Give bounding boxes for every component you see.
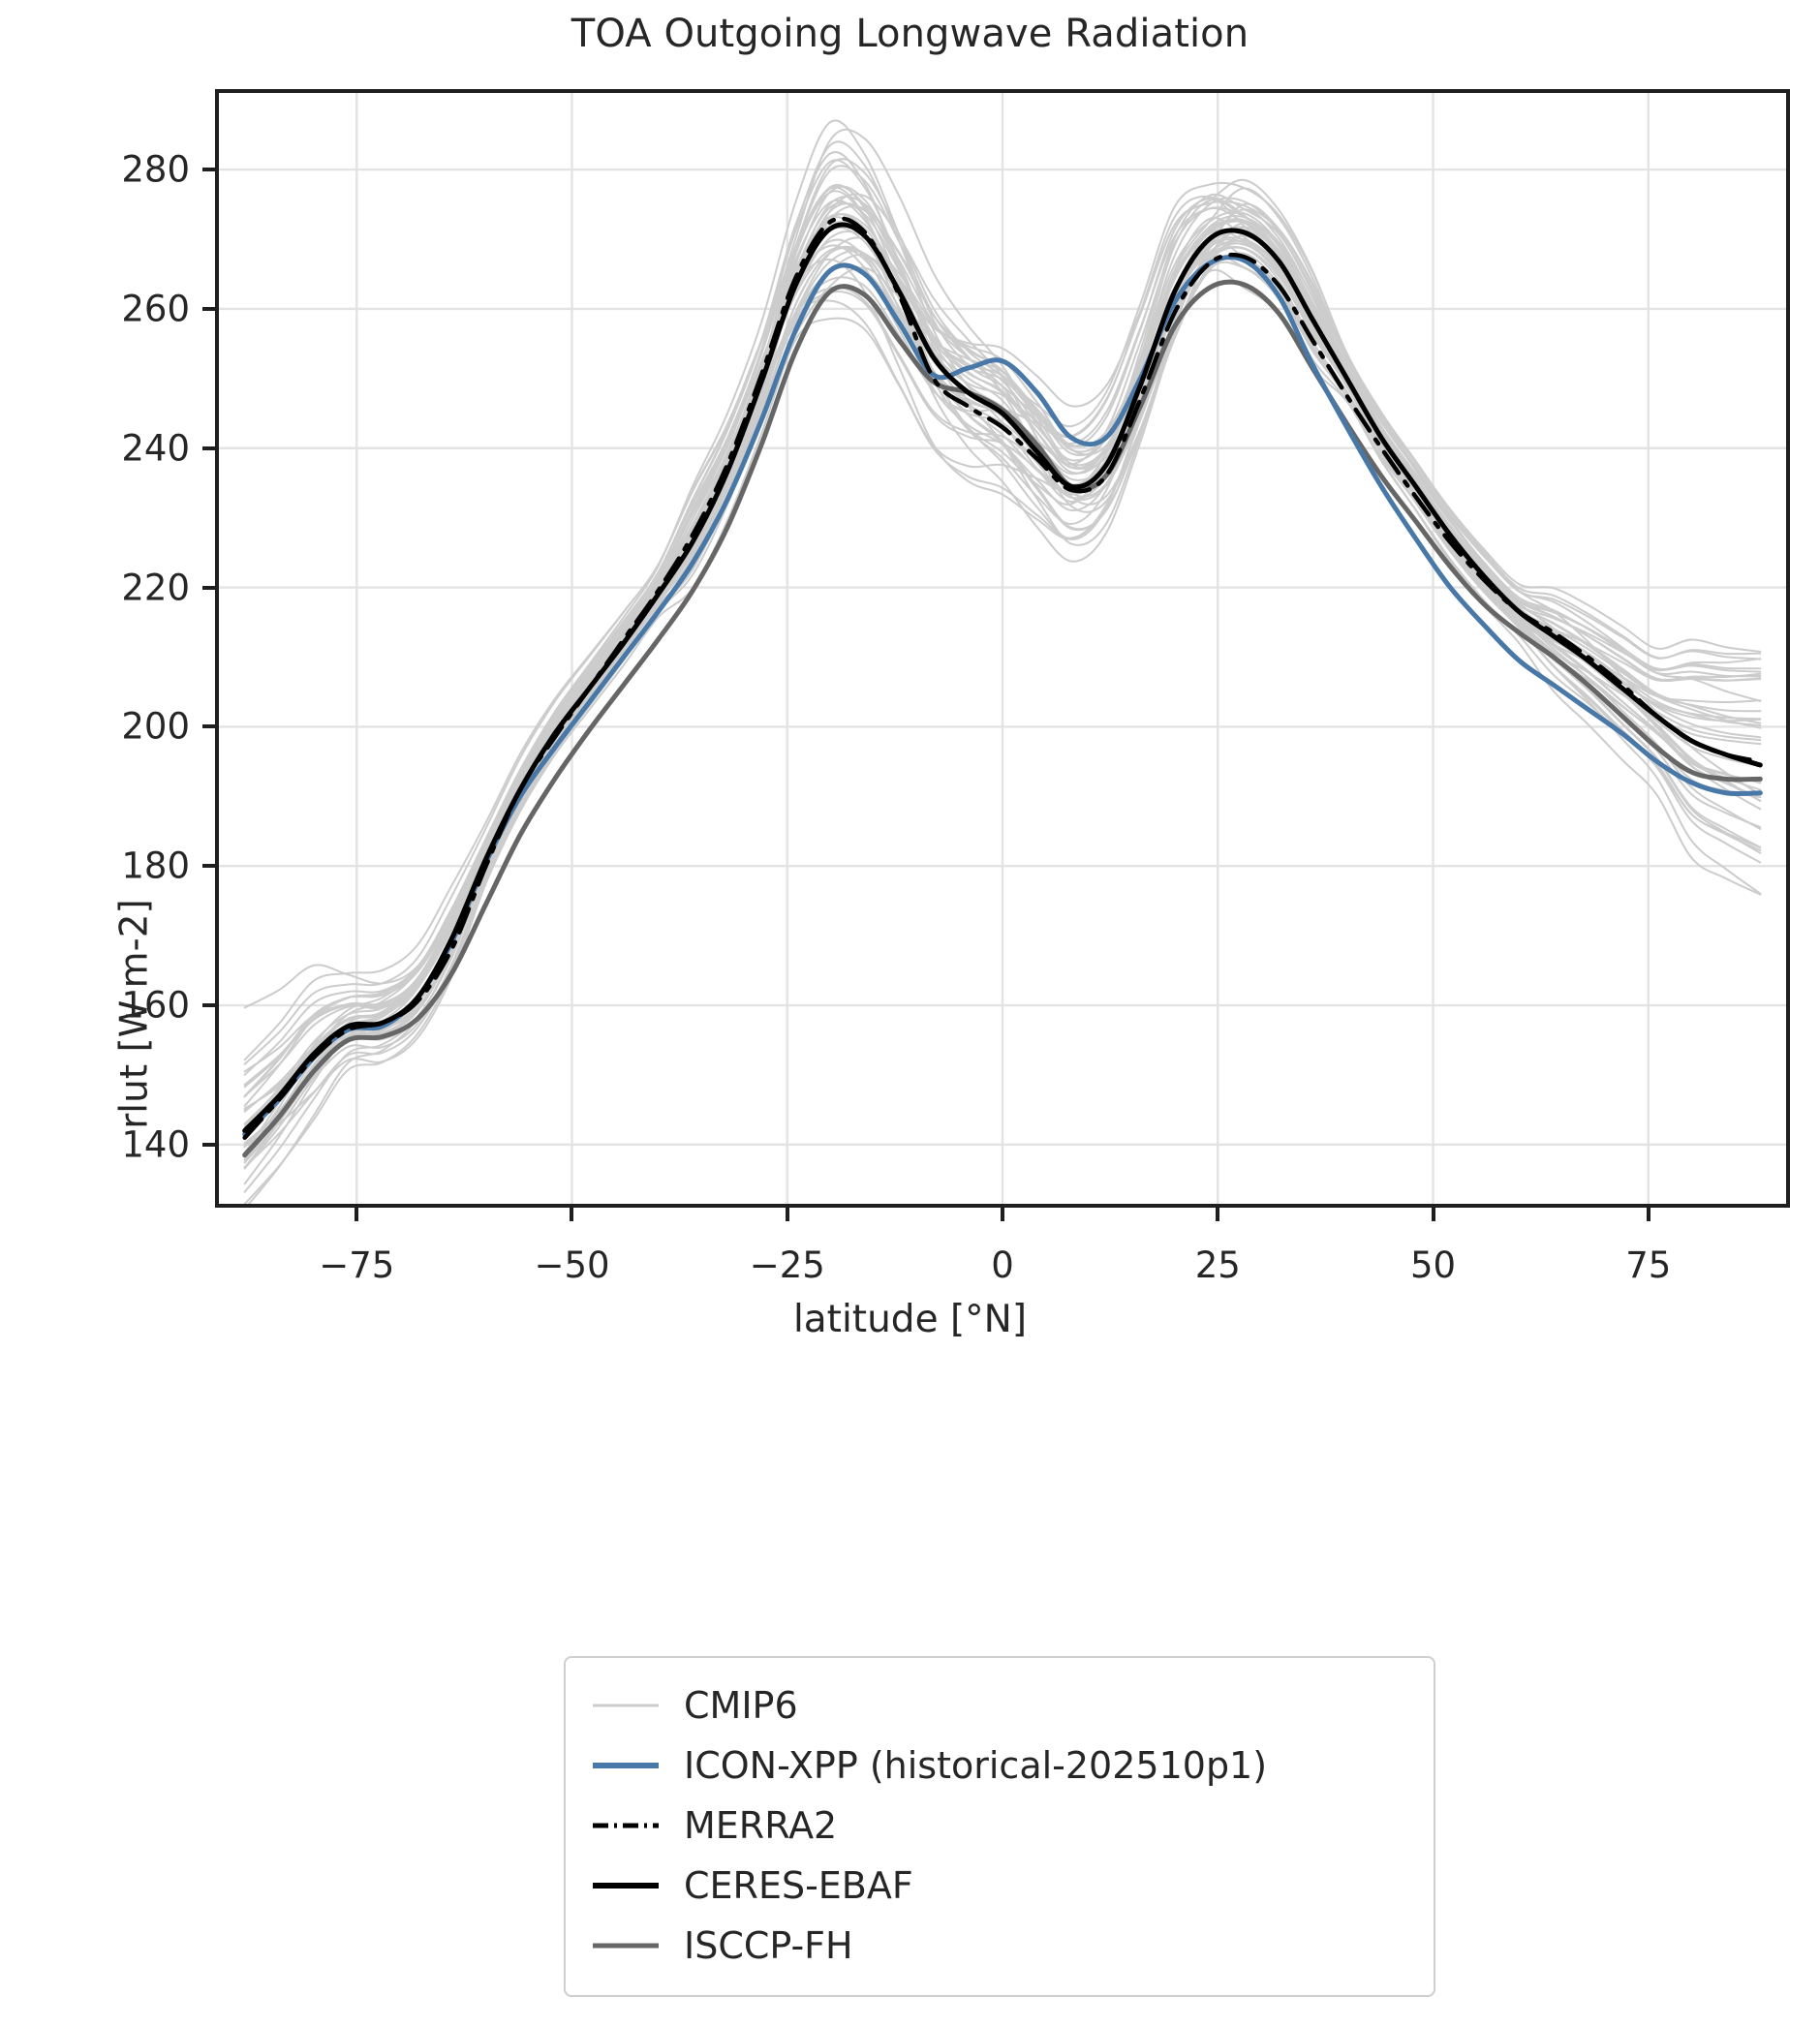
y-tick-label: 200 (121, 705, 190, 748)
y-tick-label: 160 (121, 984, 190, 1027)
page-title: TOA Outgoing Longwave Radiation (571, 12, 1249, 56)
x-tick-mark (785, 1208, 789, 1221)
cmip6-member-line (243, 222, 1762, 1159)
legend-item[interactable]: ICON-XPP (historical-202510p1) (591, 1735, 1408, 1796)
observation-series-lines (242, 216, 1763, 1158)
cmip6-member-line (243, 241, 1762, 1204)
legend-line-swatch (591, 1694, 661, 1717)
chart-legend: CMIP6 ICON-XPP (historical-202510p1) MERRA… (564, 1656, 1435, 1997)
legend-line-swatch (591, 1874, 661, 1897)
series-line-ceres-ebaf (242, 222, 1763, 1133)
legend-line-swatch (591, 1934, 661, 1957)
y-tick-mark (202, 1142, 215, 1147)
x-tick-mark (1431, 1208, 1435, 1221)
y-tick-label: 260 (121, 288, 190, 330)
legend-item[interactable]: CERES-EBAF (591, 1856, 1408, 1916)
x-tick-mark (1001, 1208, 1004, 1221)
x-tick-mark (1216, 1208, 1220, 1221)
y-tick-label: 280 (121, 148, 190, 191)
x-tick-mark (570, 1208, 574, 1221)
y-tick-mark (202, 585, 215, 590)
legend-item-label: CERES-EBAF (684, 1864, 913, 1907)
x-tick-label: −50 (534, 1244, 610, 1286)
x-tick-mark (1646, 1208, 1650, 1221)
x-axis-label: latitude [°N] (792, 1298, 1028, 1341)
x-tick-label: −25 (749, 1244, 825, 1286)
x-tick-label: 0 (991, 1244, 1014, 1286)
x-tick-label: −75 (319, 1244, 395, 1286)
x-tick-label: 25 (1194, 1244, 1241, 1286)
y-tick-label: 180 (121, 845, 190, 887)
y-tick-mark (202, 1003, 215, 1008)
y-tick-label: 220 (121, 567, 190, 609)
x-tick-mark (355, 1208, 359, 1221)
x-tick-label: 75 (1625, 1244, 1672, 1286)
y-tick-mark (202, 724, 215, 729)
plot-frame (215, 89, 1790, 1208)
y-tick-mark (202, 445, 215, 450)
legend-item-label: CMIP6 (684, 1684, 798, 1727)
cmip6-member-line (243, 228, 1762, 1087)
legend-item-label: ICON-XPP (historical-202510p1) (684, 1744, 1268, 1787)
cmip6-member-line (243, 212, 1762, 1061)
y-tick-mark (202, 168, 215, 172)
y-tick-label: 140 (121, 1123, 190, 1166)
legend-item[interactable]: CMIP6 (591, 1675, 1408, 1735)
y-tick-mark (202, 864, 215, 869)
legend-item[interactable]: ISCCP-FH (591, 1916, 1408, 1976)
legend-item[interactable]: MERRA2 (591, 1796, 1408, 1856)
legend-line-swatch (591, 1754, 661, 1777)
x-tick-label: 50 (1409, 1244, 1457, 1286)
series-line-isccp-fh (242, 279, 1763, 1158)
legend-item-label: MERRA2 (684, 1804, 838, 1847)
plot-canvas (219, 93, 1786, 1204)
y-tick-label: 240 (121, 427, 190, 470)
legend-item-label: ISCCP-FH (684, 1924, 853, 1967)
legend-line-swatch (591, 1814, 661, 1837)
y-tick-mark (202, 306, 215, 311)
chart-svg (219, 93, 1786, 1204)
